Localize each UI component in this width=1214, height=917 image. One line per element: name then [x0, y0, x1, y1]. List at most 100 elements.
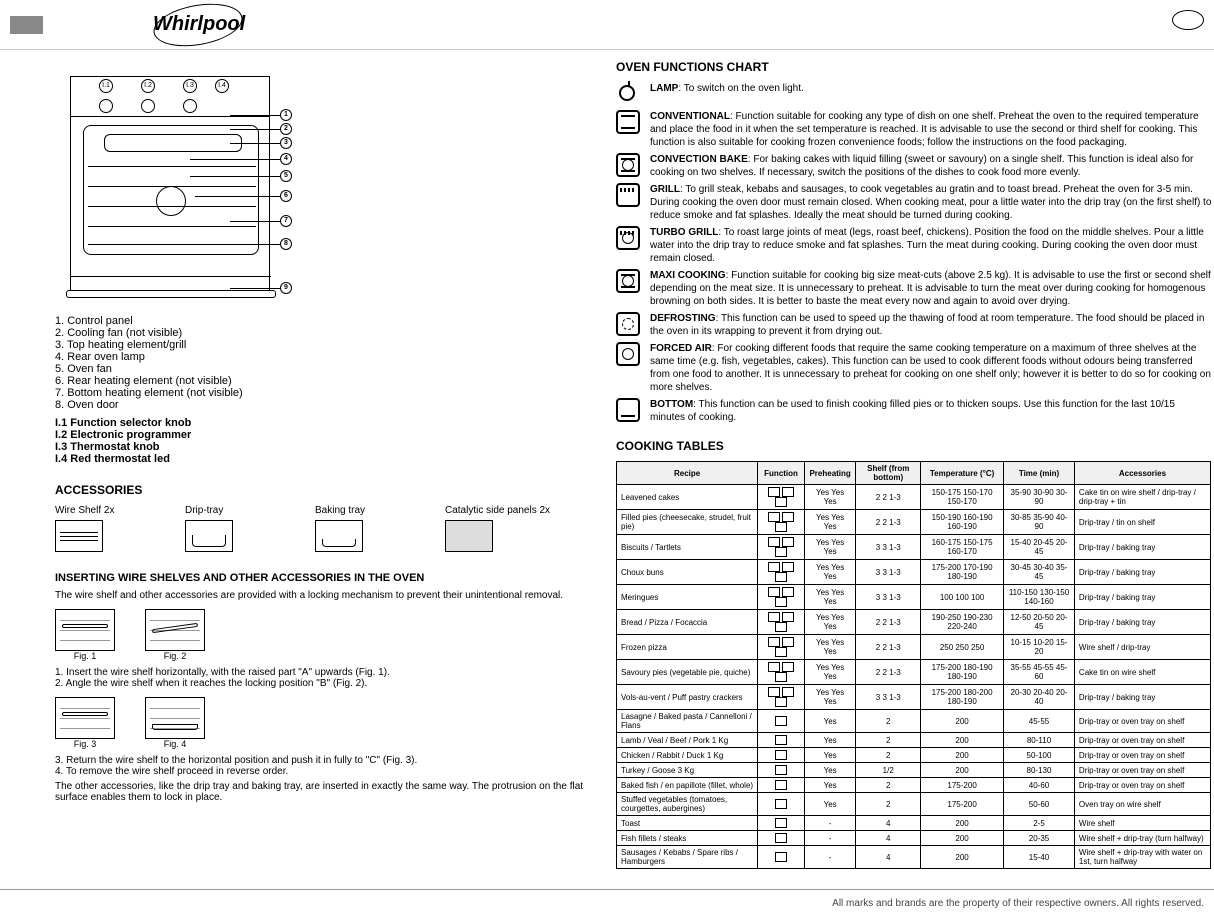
speech-bubble-icon[interactable] — [1172, 10, 1204, 30]
convbake-icon — [616, 153, 640, 177]
pointer-4: 4 — [280, 153, 292, 165]
right-column: OVEN FUNCTIONS CHART LAMP: To switch on … — [606, 60, 1212, 869]
acc-catalytic-label: Catalytic side panels 2x — [445, 505, 575, 516]
table-row: Lasagne / Baked pasta / Cannelloni / Fla… — [617, 710, 1211, 733]
defrost-icon — [616, 312, 640, 336]
forcedair-icon — [616, 342, 640, 366]
function-text: LAMP: To switch on the oven light. — [650, 82, 1212, 95]
insertion-text: The wire shelf and other accessories are… — [55, 590, 606, 601]
functions-title: OVEN FUNCTIONS CHART — [616, 60, 1212, 74]
function-row: LAMP: To switch on the oven light. — [616, 82, 1212, 106]
forcedair-mini-icon — [775, 622, 787, 632]
insertion-p3: 3. Return the wire shelf to the horizont… — [55, 755, 606, 766]
pointer-5: 5 — [280, 170, 292, 182]
table-header: Preheating — [804, 462, 855, 485]
catalytic-panel-icon — [445, 520, 493, 552]
pointer-9: 9 — [280, 282, 292, 294]
legend-list: 1. Control panel 2. Cooling fan (not vis… — [5, 315, 606, 465]
forcedair-mini-icon — [775, 647, 787, 657]
page-header: Whirlpool — [0, 0, 1214, 50]
legend-parts: 1. Control panel 2. Cooling fan (not vis… — [55, 315, 606, 411]
insertion-section: INSERTING WIRE SHELVES AND OTHER ACCESSO… — [5, 572, 606, 803]
fig4-icon — [145, 697, 205, 739]
menu-button[interactable] — [10, 16, 43, 34]
table-row: Biscuits / Tartlets Yes Yes Yes3 3 1-316… — [617, 535, 1211, 560]
cooking-table: RecipeFunctionPreheatingShelf (from bott… — [616, 461, 1211, 869]
fig3-label: Fig. 3 — [55, 739, 115, 749]
fig2-icon — [145, 609, 205, 651]
table-header: Accessories — [1074, 462, 1210, 485]
table-row: Savoury pies (vegetable pie, quiche) Yes… — [617, 660, 1211, 685]
table-row: Chicken / Rabbit / Duck 1 Kg Yes220050-1… — [617, 748, 1211, 763]
conv-mini-icon — [768, 512, 780, 522]
table-row: Filled pies (cheesecake, strudel, fruit … — [617, 510, 1211, 535]
brand-logo: Whirlpool — [153, 13, 245, 36]
table-row: Toast -42002-5Wire shelf — [617, 816, 1211, 831]
table-row: Choux buns Yes Yes Yes3 3 1-3175-200 170… — [617, 560, 1211, 585]
table-row: Leavened cakes Yes Yes Yes2 2 1-3150-175… — [617, 485, 1211, 510]
legend-knobs: I.1 Function selector knob I.2 Electroni… — [55, 417, 606, 465]
conv-mini-icon — [768, 487, 780, 497]
pointer-8: 8 — [280, 238, 292, 250]
grill-mini-icon — [775, 852, 787, 862]
acc-wire-shelf-label: Wire Shelf 2x — [55, 505, 185, 516]
convbake-mini-icon — [782, 562, 794, 572]
function-row: CONVECTION BAKE: For baking cakes with l… — [616, 153, 1212, 179]
knob-label-4: I.4 — [215, 79, 229, 93]
fan-icon — [156, 186, 186, 216]
table-row: Lamb / Veal / Beef / Pork 1 Kg Yes220080… — [617, 733, 1211, 748]
table-row: Turkey / Goose 3 Kg Yes1/220080-130Drip-… — [617, 763, 1211, 778]
convbake-mini-icon — [782, 662, 794, 672]
function-text: CONVECTION BAKE: For baking cakes with l… — [650, 153, 1212, 179]
function-text: GRILL: To grill steak, kebabs and sausag… — [650, 183, 1212, 222]
function-text: DEFROSTING: This function can be used to… — [650, 312, 1212, 338]
bottom-icon — [616, 398, 640, 422]
pointer-3: 3 — [280, 137, 292, 149]
table-header: Function — [758, 462, 805, 485]
pointer-1: 1 — [280, 109, 292, 121]
conv-mini-icon — [775, 735, 787, 745]
accessories-title: ACCESSORIES — [55, 483, 606, 497]
heating-element-icon — [104, 134, 240, 150]
conv-icon — [616, 110, 640, 134]
conv-mini-icon — [768, 562, 780, 572]
conv-mini-icon — [768, 587, 780, 597]
conv-mini-icon — [768, 612, 780, 622]
forcedair-mini-icon — [775, 497, 787, 507]
function-text: CONVENTIONAL: Function suitable for cook… — [650, 110, 1212, 149]
conv-mini-icon — [768, 687, 780, 697]
forcedair-mini-icon — [775, 597, 787, 607]
forcedair-mini-icon — [775, 572, 787, 582]
knob-2 — [141, 99, 155, 113]
insertion-note: The other accessories, like the drip tra… — [55, 781, 606, 803]
fig2-label: Fig. 2 — [145, 651, 205, 661]
function-row: MAXI COOKING: Function suitable for cook… — [616, 269, 1212, 308]
grill-mini-icon — [775, 833, 787, 843]
page-footer: All marks and brands are the property of… — [0, 889, 1214, 917]
functions-list: LAMP: To switch on the oven light. CONVEN… — [616, 82, 1212, 424]
insertion-p4: 4. To remove the wire shelf proceed in r… — [55, 766, 606, 777]
insertion-p2: 2. Angle the wire shelf when it reaches … — [55, 678, 606, 689]
knob-label-3: I.3 — [183, 79, 197, 93]
function-text: BOTTOM: This function can be used to fin… — [650, 398, 1212, 424]
conv-mini-icon — [775, 780, 787, 790]
grill-icon — [616, 183, 640, 207]
pointer-7: 7 — [280, 215, 292, 227]
table-row: Sausages / Kebabs / Spare ribs / Hamburg… — [617, 846, 1211, 869]
convbake-mini-icon — [782, 637, 794, 647]
conv-mini-icon — [775, 765, 787, 775]
oven-diagram: I.1 I.2 I.3 I.4 — [50, 60, 340, 300]
knob-label-1: I.1 — [99, 79, 113, 93]
forcedair-mini-icon — [775, 672, 787, 682]
footer-text: All marks and brands are the property of… — [832, 898, 1204, 909]
drip-tray-icon — [185, 520, 233, 552]
fig1-icon — [55, 609, 115, 651]
fig1-label: Fig. 1 — [55, 651, 115, 661]
convbake-mini-icon — [782, 587, 794, 597]
turbogrill-icon — [616, 226, 640, 250]
bulb-icon — [616, 82, 640, 106]
cooking-table-title: COOKING TABLES — [616, 439, 1212, 453]
conv-mini-icon — [775, 750, 787, 760]
convbake-mini-icon — [782, 487, 794, 497]
table-row: Baked fish / en papillote (fillet, whole… — [617, 778, 1211, 793]
